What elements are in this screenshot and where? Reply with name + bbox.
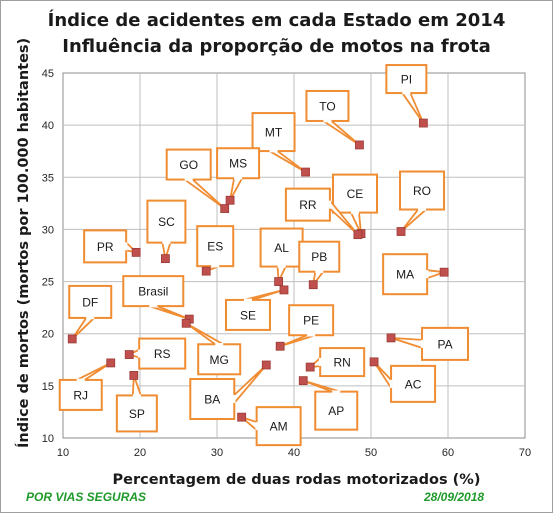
point-label: BA xyxy=(204,393,220,407)
point-label: PB xyxy=(311,250,327,264)
point-label: CE xyxy=(347,187,364,201)
callout-box xyxy=(421,326,470,361)
point-label: MT xyxy=(265,126,283,140)
x-tick-label: 40 xyxy=(288,447,300,459)
data-point xyxy=(201,266,211,276)
x-tick-label: 30 xyxy=(211,447,223,459)
data-point xyxy=(220,204,230,213)
y-tick-label: 15 xyxy=(42,381,54,393)
callout-box xyxy=(68,284,113,319)
data-point xyxy=(439,267,449,277)
callout-box xyxy=(255,406,302,447)
point-label: DF xyxy=(82,295,98,309)
data-point xyxy=(386,333,396,343)
data-point xyxy=(237,412,247,422)
point-label: RO xyxy=(413,184,431,198)
callout-box xyxy=(83,229,128,264)
data-point xyxy=(396,227,406,236)
data-point xyxy=(305,362,315,372)
callout-box xyxy=(390,364,437,403)
data-point xyxy=(301,167,310,177)
data-point xyxy=(275,341,285,351)
callout-box xyxy=(196,225,235,268)
data-point xyxy=(274,277,284,286)
callout-box xyxy=(399,170,446,211)
chart-title-line1: Índice de acidentes em cada Estado em 20… xyxy=(47,10,506,31)
y-tick-label: 10 xyxy=(42,433,54,445)
data-point xyxy=(279,285,289,295)
x-tick-label: 20 xyxy=(134,447,146,459)
callout-box xyxy=(251,112,296,153)
data-point xyxy=(298,376,308,386)
point-label: SE xyxy=(240,308,256,322)
callout-box xyxy=(314,390,359,431)
data-point xyxy=(261,360,271,370)
x-axis-label: Percentagem de duas rodas motorizados (%… xyxy=(112,472,481,488)
y-tick-label: 30 xyxy=(42,224,54,236)
x-tick-label: 60 xyxy=(442,447,454,459)
point-label: Brasil xyxy=(138,285,168,299)
point-label: MG xyxy=(210,353,229,367)
y-tick-label: 35 xyxy=(42,172,54,184)
data-point xyxy=(124,350,134,359)
data-point xyxy=(353,230,363,240)
callout-box xyxy=(189,378,236,420)
point-label: PE xyxy=(303,314,319,328)
footer-source: POR VIAS SEGURAS xyxy=(26,490,147,504)
data-point xyxy=(418,118,428,128)
data-point xyxy=(129,371,139,380)
point-label: MS xyxy=(229,157,247,171)
callout-box xyxy=(138,337,187,370)
point-label: TO xyxy=(319,99,335,113)
footer-date: 28/09/2018 xyxy=(424,490,485,504)
point-label: ES xyxy=(207,240,223,254)
point-label: AP xyxy=(328,404,344,418)
chart-title-line2: Influência da proporção de motos na frot… xyxy=(62,36,491,57)
point-label: AM xyxy=(270,420,288,434)
point-label: SP xyxy=(129,407,145,421)
y-tick-label: 25 xyxy=(42,277,54,289)
callout-box xyxy=(216,147,261,180)
data-point xyxy=(161,254,170,264)
data-point xyxy=(225,195,235,205)
point-label: AL xyxy=(274,241,289,255)
point-label: MA xyxy=(396,268,414,282)
point-label: PR xyxy=(97,240,114,254)
x-tick-label: 70 xyxy=(519,447,531,459)
callout-box xyxy=(165,148,212,181)
y-tick-label: 40 xyxy=(42,120,54,132)
point-label: RJ xyxy=(73,388,88,402)
x-tick-label: 10 xyxy=(57,447,69,459)
y-tick-label: 45 xyxy=(42,68,54,80)
callout-box xyxy=(224,298,271,331)
data-point xyxy=(131,247,141,257)
point-label: RS xyxy=(154,347,171,361)
y-tick-label: 20 xyxy=(42,329,54,341)
point-label: PI xyxy=(401,73,412,87)
point-label: RR xyxy=(299,198,317,212)
y-axis-label: Índice de mortos (mortos por 100.000 hab… xyxy=(16,37,32,448)
callout-box xyxy=(385,64,428,95)
data-point xyxy=(67,334,77,344)
callout-box xyxy=(305,89,350,122)
point-label: PA xyxy=(437,337,452,351)
data-point xyxy=(355,140,364,150)
x-tick-label: 50 xyxy=(365,447,377,459)
point-label: AC xyxy=(405,377,422,391)
data-point xyxy=(308,280,318,290)
point-label: SC xyxy=(158,215,175,229)
point-label: RN xyxy=(333,356,350,370)
data-point xyxy=(106,358,116,368)
data-point xyxy=(181,318,191,328)
point-label: GO xyxy=(179,158,198,172)
data-point xyxy=(369,357,379,367)
